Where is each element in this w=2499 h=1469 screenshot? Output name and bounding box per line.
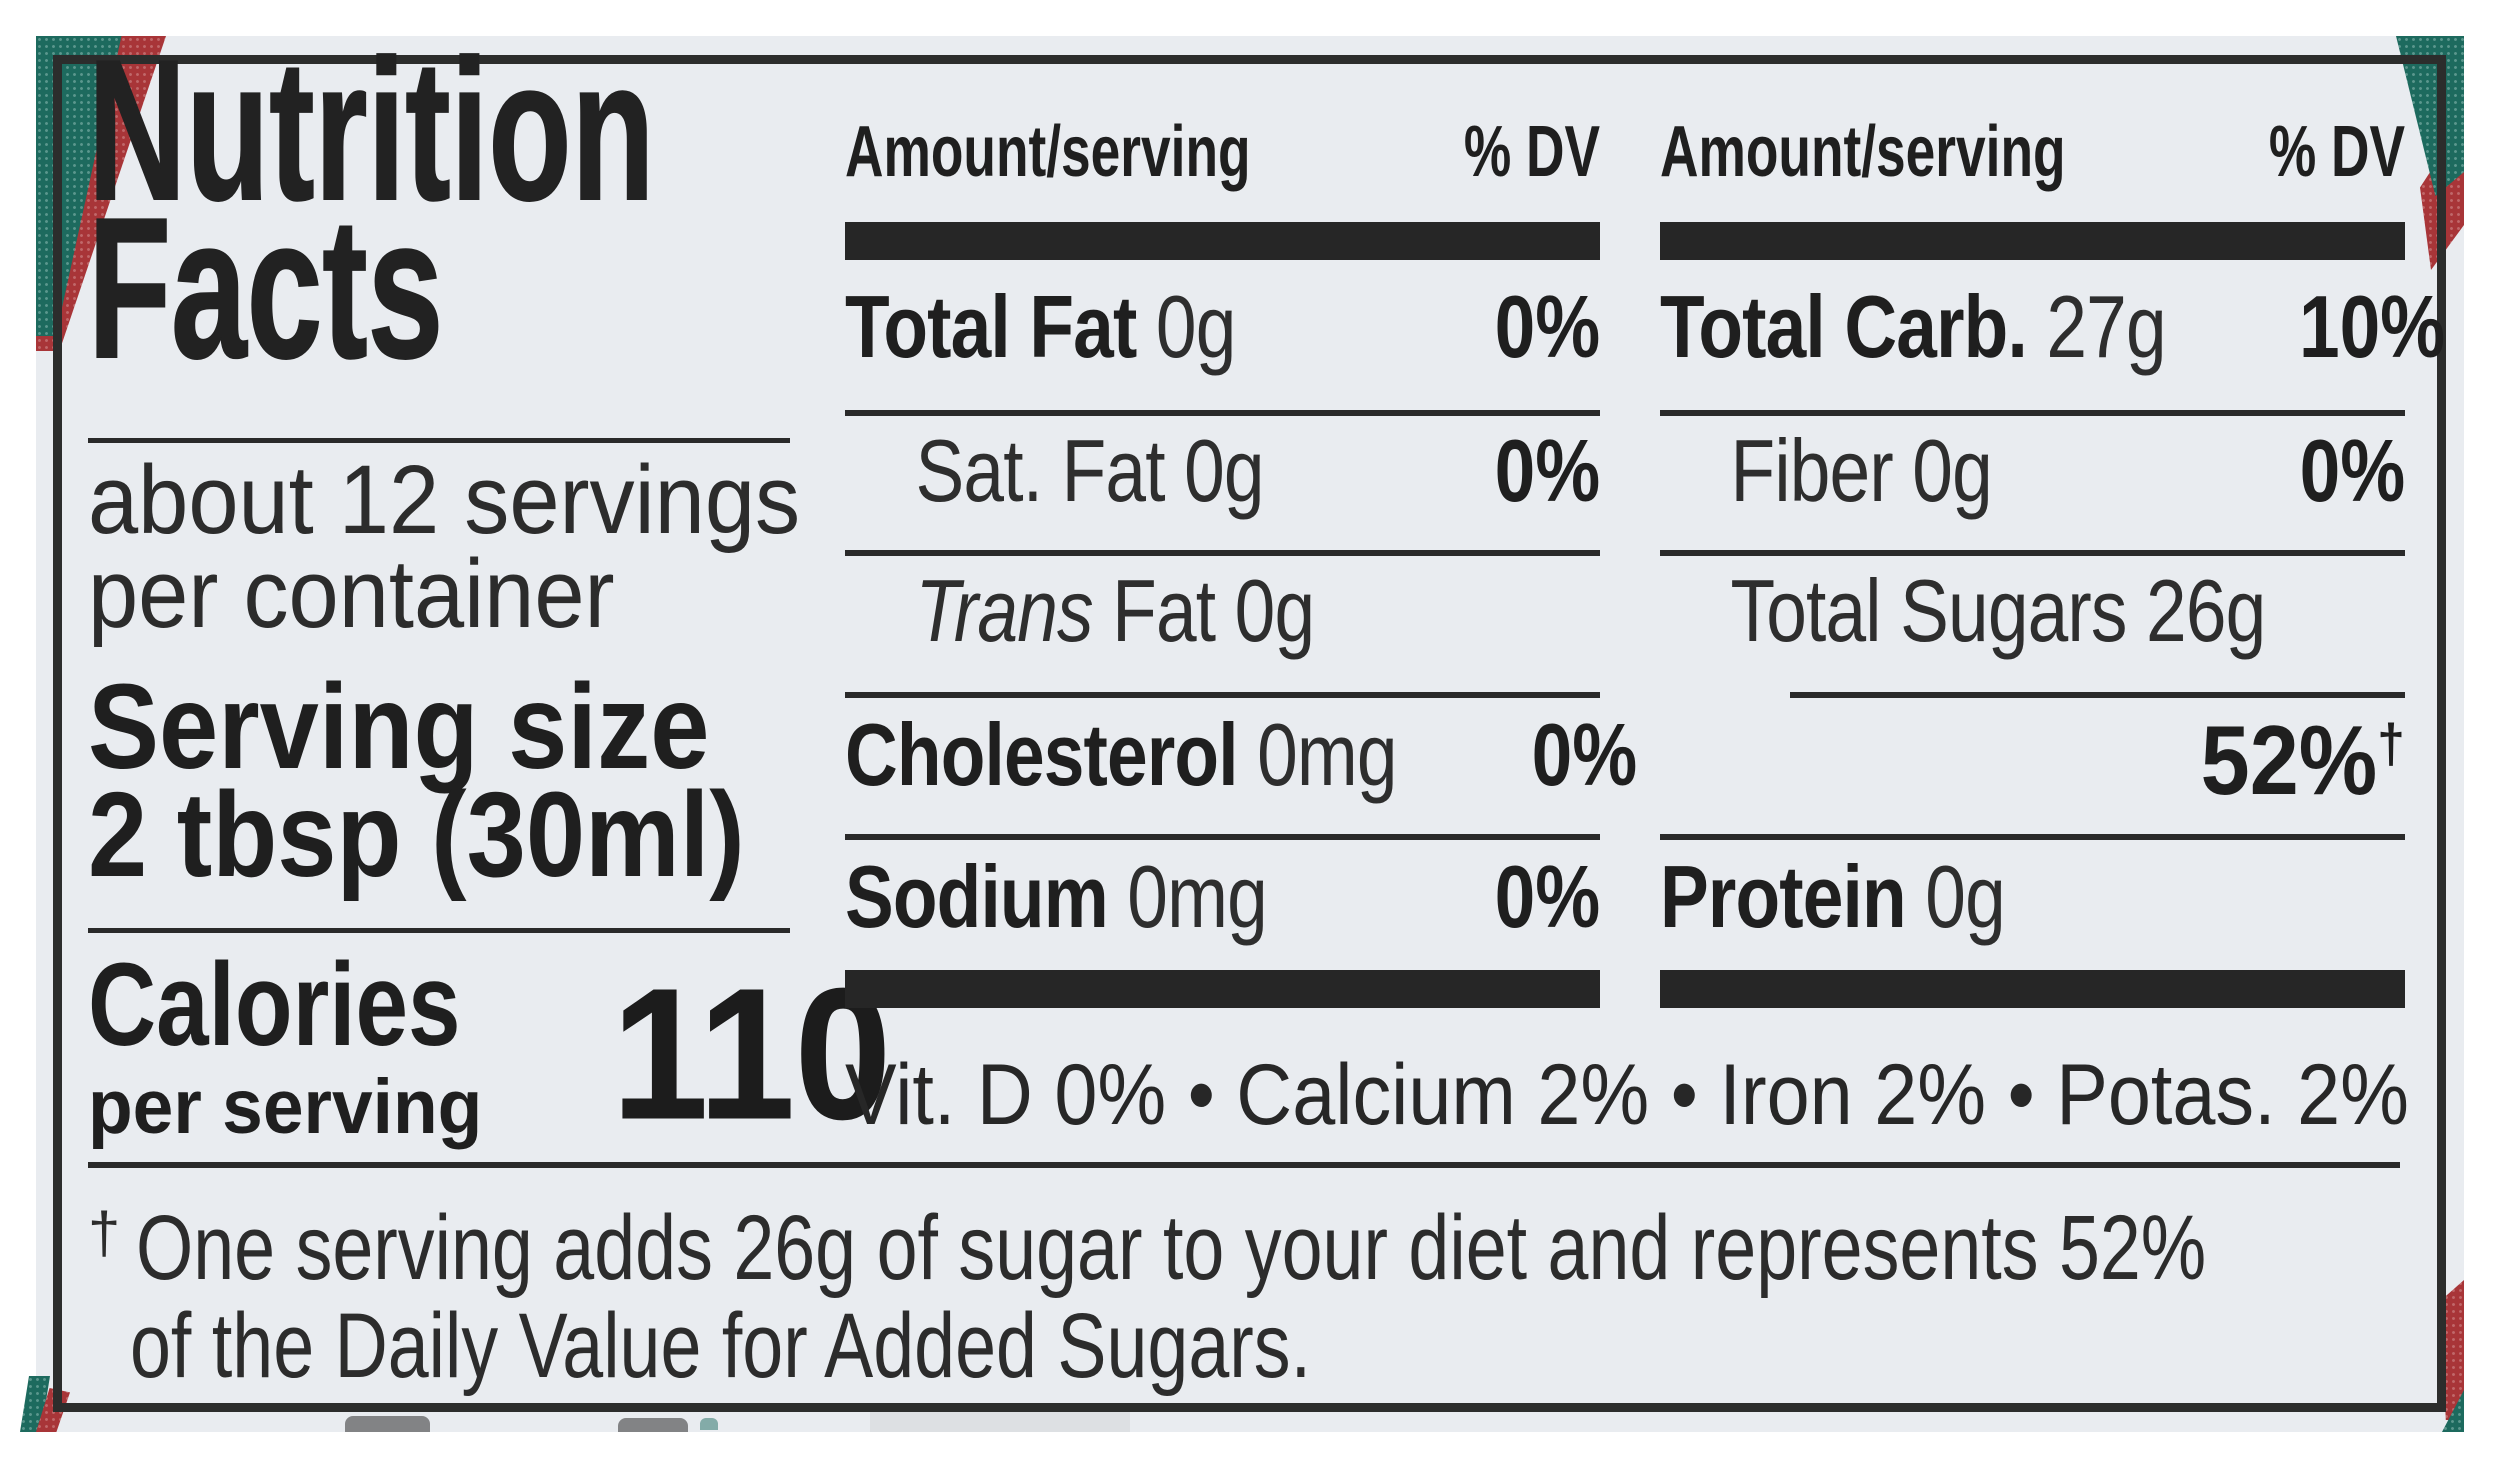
dv-value: 0%	[1494, 277, 1600, 376]
nutrient-row-fiber: Fiber 0g 0%	[1730, 421, 2405, 520]
calories-value: 110	[612, 951, 892, 1158]
dv-value: 0%	[1531, 705, 1637, 804]
scan-artifact	[870, 1410, 1130, 1432]
divider-rule-short	[1790, 692, 2405, 698]
amount-serving-header: Amount/serving	[845, 112, 1251, 192]
amount-serving-header: Amount/serving	[1660, 112, 2066, 192]
calories-label: Calories	[88, 939, 461, 1071]
carb-protein-column: Amount/serving % DV Total Carb. 27g 10% …	[1660, 0, 2446, 1469]
divider-rule	[1660, 550, 2405, 556]
footnote-line1: † One serving adds 26g of sugar to your d…	[88, 1197, 2207, 1299]
thick-bar	[1660, 222, 2405, 260]
divider-rule	[88, 438, 790, 443]
dv-value: 0%	[2299, 421, 2405, 520]
thick-bar	[1660, 970, 2405, 1008]
serving-size-label: Serving size	[88, 658, 710, 794]
cutoff-print-mark	[618, 1418, 688, 1432]
percent-dv-header: % DV	[1463, 112, 1600, 192]
nutrient-row-total-fat: Total Fat 0g 0%	[845, 277, 1600, 376]
label-title: Nutrition Facts	[87, 19, 655, 400]
nutrient-row-total-carb: Total Carb. 27g 10%	[1660, 277, 2446, 376]
calories-sublabel: per serving	[88, 1064, 483, 1150]
footnote-divider-rule	[88, 1162, 2400, 1168]
percent-dv-header: % DV	[2268, 112, 2405, 192]
dv-value: 0%	[1494, 847, 1600, 946]
nutrient-row-protein: Protein 0g	[1660, 847, 2006, 946]
thick-bar	[845, 970, 1600, 1008]
nutrient-row-sodium: Sodium 0mg 0%	[845, 847, 1600, 946]
micronutrient-line: Vit. D 0% • Calcium 2% • Iron 2% • Potas…	[845, 1047, 2409, 1143]
nutrient-row-added-sugars-dv: 52%†	[1660, 711, 2405, 809]
cutoff-print-mark	[700, 1418, 718, 1430]
nutrient-row-total-sugars: Total Sugars 26g	[1730, 561, 2267, 660]
dv-value: 52%†	[2200, 705, 2405, 815]
divider-rule	[1660, 834, 2405, 840]
label-sheet	[36, 36, 2464, 1432]
divider-rule	[88, 928, 790, 933]
footnote-line2: of the Daily Value for Added Sugars.	[130, 1295, 1312, 1397]
dv-value: 0%	[1494, 421, 1600, 520]
divider-rule	[1660, 410, 2405, 416]
divider-rule	[845, 410, 1600, 416]
serving-size-value: 2 tbsp (30ml)	[88, 766, 745, 902]
cutoff-print-mark	[345, 1416, 430, 1432]
nutrient-row-sat-fat: Sat. Fat 0g 0%	[915, 421, 1600, 520]
divider-rule	[845, 692, 1600, 698]
fat-sodium-column: Amount/serving % DV Total Fat 0g 0% Sat.…	[845, 0, 1637, 1469]
nutrient-row-trans-fat: Trans Fat 0g	[915, 561, 1316, 660]
label-border	[53, 55, 2446, 1412]
dv-value: 10%	[2299, 277, 2446, 376]
dagger-marker: †	[2377, 712, 2405, 774]
servings-per-container-line2: per container	[88, 539, 615, 648]
divider-rule	[845, 834, 1600, 840]
thick-bar	[845, 222, 1600, 260]
dagger-marker: †	[88, 1201, 121, 1266]
packaging-red-sliver-bottom-right	[2440, 1280, 2464, 1420]
divider-rule	[845, 550, 1600, 556]
column-header: Amount/serving % DV	[1660, 116, 2405, 188]
column-header: Amount/serving % DV	[845, 116, 1600, 188]
servings-per-container: about 12 servings	[88, 445, 801, 554]
nutrient-row-cholesterol: Cholesterol 0mg 0%	[845, 705, 1637, 804]
